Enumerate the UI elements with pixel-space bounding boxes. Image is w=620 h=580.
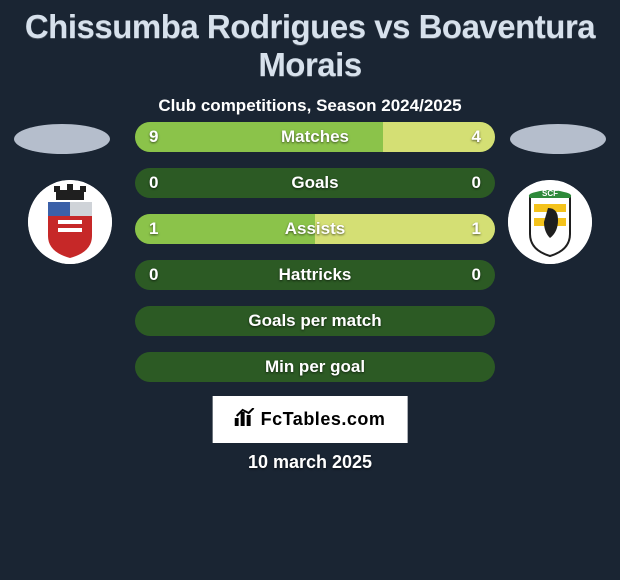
stat-row: Matches9 4 xyxy=(135,122,495,152)
shadow-ellipse-right xyxy=(510,124,606,154)
crest-right-svg: SCF xyxy=(508,180,592,264)
stat-row: Goals per match xyxy=(135,306,495,336)
stat-row: Goals0 0 xyxy=(135,168,495,198)
stat-label: Goals xyxy=(135,168,495,198)
stat-value-left: 9 xyxy=(149,122,158,152)
stat-value-left: 1 xyxy=(149,214,158,244)
stat-value-right: 0 xyxy=(472,168,481,198)
stat-label: Matches xyxy=(135,122,495,152)
date-text: 10 march 2025 xyxy=(0,452,620,473)
stat-row: Assists1 1 xyxy=(135,214,495,244)
stat-row: Hattricks0 0 xyxy=(135,260,495,290)
crest-left-svg xyxy=(28,180,112,264)
stat-label: Min per goal xyxy=(135,352,495,382)
stat-value-left: 0 xyxy=(149,168,158,198)
comparison-card: Chissumba Rodrigues vs Boaventura Morais… xyxy=(0,0,620,580)
subtitle: Club competitions, Season 2024/2025 xyxy=(0,96,620,116)
bar-chart-icon xyxy=(235,408,255,431)
stat-bars: Matches94Goals00Assists11Hattricks00Goal… xyxy=(135,122,495,398)
stat-value-right: 0 xyxy=(472,260,481,290)
club-crest-left xyxy=(28,180,112,264)
stat-label: Assists xyxy=(135,214,495,244)
stat-label: Goals per match xyxy=(135,306,495,336)
watermark-text: FcTables.com xyxy=(261,409,386,430)
stat-value-right: 4 xyxy=(472,122,481,152)
svg-text:SCF: SCF xyxy=(542,189,558,198)
page-title: Chissumba Rodrigues vs Boaventura Morais xyxy=(0,0,620,84)
shadow-ellipse-left xyxy=(14,124,110,154)
stat-value-right: 1 xyxy=(472,214,481,244)
watermark: FcTables.com xyxy=(213,396,408,443)
stat-label: Hattricks xyxy=(135,260,495,290)
stat-value-left: 0 xyxy=(149,260,158,290)
club-crest-right: SCF xyxy=(508,180,592,264)
stat-row: Min per goal xyxy=(135,352,495,382)
